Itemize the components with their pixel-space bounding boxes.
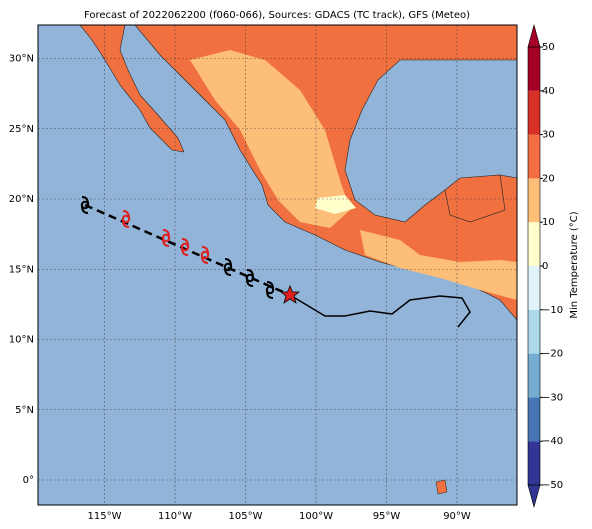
graticule — [38, 25, 517, 505]
lon-label: 100°W — [299, 511, 333, 522]
south-cool — [360, 230, 517, 300]
galapagos — [435, 479, 448, 495]
colorbar-tick-label: 0 — [542, 261, 548, 272]
colorbar: 50 40 30 20 10 0 −10 −20 −30 −40 −50 — [527, 23, 563, 509]
colorbar-segment — [528, 397, 540, 442]
storm-arm — [181, 238, 189, 256]
colorbar-extend-bottom — [527, 484, 541, 509]
colorbar-segment — [528, 47, 540, 91]
colorbar-tick-label: 30 — [542, 130, 555, 141]
colorbar-segment — [528, 309, 540, 354]
storm-eye — [223, 262, 233, 272]
yucatan — [444, 174, 506, 223]
lon-label: 95°W — [373, 511, 401, 522]
lat-label: 0° — [23, 475, 34, 486]
colorbar-segment — [528, 353, 540, 398]
colorbar-tick-label: −40 — [542, 436, 563, 447]
storm-eye — [161, 233, 171, 243]
storm-arm — [81, 196, 89, 214]
plateau-mild — [315, 195, 356, 214]
colorbar-segment — [528, 178, 540, 223]
storm-arm — [266, 281, 274, 299]
lat-label: 15°N — [9, 264, 34, 275]
colorbar-tick-label: 40 — [542, 86, 555, 97]
past-track — [289, 294, 471, 328]
lat-label: 5°N — [15, 405, 34, 416]
storm-arm — [201, 246, 209, 264]
lon-label: 115°W — [88, 511, 122, 522]
baja-california — [79, 25, 185, 153]
storm-icons — [80, 196, 275, 299]
colorbar-tick-label: 10 — [542, 217, 555, 228]
storm-arm — [162, 229, 170, 247]
colorbar-segment — [528, 441, 540, 485]
colorbar-segment — [528, 134, 540, 179]
current-position — [279, 284, 301, 304]
lon-label: 110°W — [158, 511, 192, 522]
storm-eye — [200, 250, 210, 260]
lat-label: 10°N — [9, 335, 34, 346]
lat-label: 25°N — [9, 124, 34, 135]
storm-eye — [121, 214, 131, 224]
colorbar-tick-label: 20 — [542, 173, 555, 184]
storm-arm — [122, 210, 130, 228]
lat-label: 20°N — [9, 194, 34, 205]
colorbar-segment — [528, 222, 540, 266]
title: Forecast of 2022062200 (f060-066), Sourc… — [84, 10, 470, 21]
colorbar-tick-label: −20 — [542, 349, 563, 360]
colorbar-segment — [528, 90, 540, 135]
storm-eye — [180, 242, 190, 252]
map-frame — [37, 24, 518, 506]
storm-arm — [246, 269, 254, 287]
colorbar-tick-label: −10 — [542, 305, 563, 316]
lat-label: 30°N — [9, 54, 34, 65]
colorbar-tick-label: 50 — [542, 42, 555, 53]
storm-eye — [245, 273, 255, 283]
storm-arm — [224, 258, 232, 276]
storm-eye — [265, 285, 275, 295]
map — [38, 25, 517, 505]
lon-label: 90°W — [443, 511, 471, 522]
colorbar-tick-label: −30 — [542, 392, 563, 403]
colorbar-segment — [528, 266, 540, 310]
colorbar-extend-top — [527, 23, 541, 48]
storm-eye — [80, 200, 90, 210]
colorbar-label: Min Temperature (°C) — [569, 211, 580, 318]
lon-label: 105°W — [229, 511, 263, 522]
plateau-cool — [190, 50, 350, 228]
colorbar-tick-label: −50 — [542, 480, 563, 491]
